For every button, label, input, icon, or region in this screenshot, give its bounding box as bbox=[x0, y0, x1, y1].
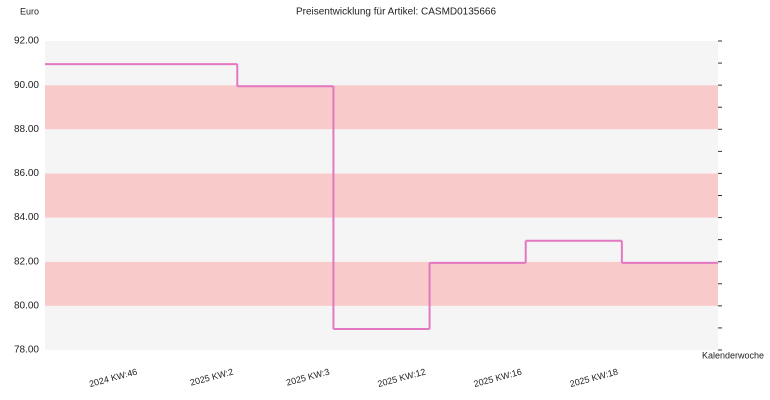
x-axis-label: Kalenderwoche bbox=[702, 350, 764, 360]
x-tick-label: 2025 KW:12 bbox=[376, 367, 426, 389]
y-tick-label: 90.00 bbox=[14, 80, 39, 91]
y-tick-label: 84.00 bbox=[14, 212, 39, 223]
grid-band bbox=[45, 129, 718, 174]
grid-band bbox=[45, 217, 718, 262]
grid-band bbox=[45, 261, 718, 306]
grid-band bbox=[45, 85, 718, 130]
y-tick-label: 80.00 bbox=[14, 300, 39, 311]
x-tick-label: 2025 KW:18 bbox=[569, 367, 619, 389]
grid-band bbox=[45, 41, 718, 86]
x-tick-label: 2025 KW:2 bbox=[189, 367, 234, 388]
grid-band bbox=[45, 173, 718, 218]
y-tick-label: 82.00 bbox=[14, 256, 39, 267]
x-tick-label: 2025 KW:16 bbox=[473, 367, 523, 389]
y-tick-label: 78.00 bbox=[14, 345, 39, 356]
y-axis-label: Euro bbox=[20, 6, 39, 16]
y-tick-label: 86.00 bbox=[14, 168, 39, 179]
x-tick-label: 2024 KW:46 bbox=[88, 367, 138, 389]
chart-title: Preisentwicklung für Artikel: CASMD01356… bbox=[296, 7, 497, 18]
y-tick-label: 92.00 bbox=[14, 36, 39, 47]
y-tick-label: 88.00 bbox=[14, 124, 39, 135]
x-tick-label: 2025 KW:3 bbox=[285, 367, 330, 388]
grid-band bbox=[45, 305, 718, 350]
